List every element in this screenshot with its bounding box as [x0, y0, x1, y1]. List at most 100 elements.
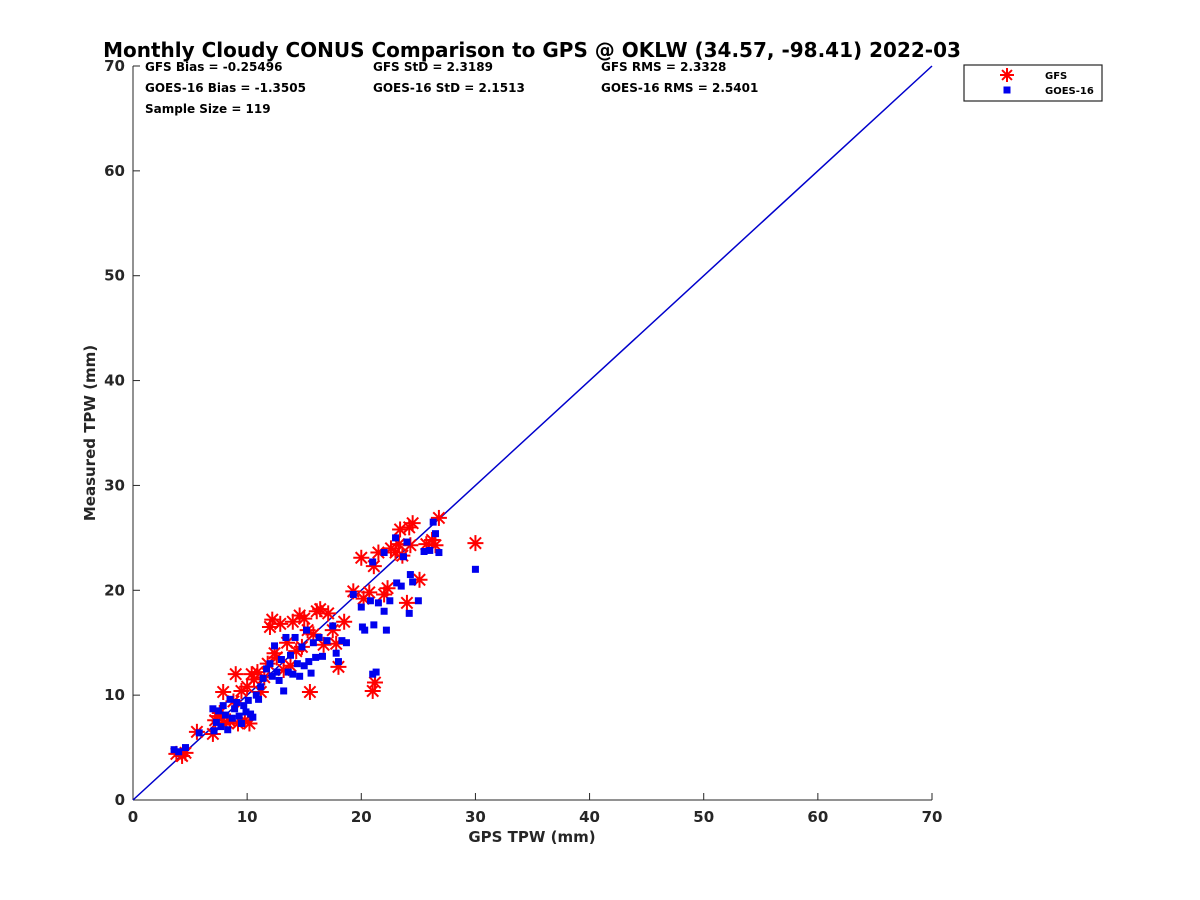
goes-point	[400, 553, 408, 561]
goes-point	[409, 578, 417, 586]
x-tick-label: 60	[807, 808, 828, 826]
goes-point	[307, 669, 315, 677]
goes-point	[420, 547, 428, 555]
gfs-point	[320, 605, 337, 622]
x-tick-label: 30	[465, 808, 486, 826]
goes-point	[406, 571, 414, 579]
goes-point	[175, 748, 183, 756]
goes-point	[219, 702, 227, 710]
stat-gfs-bias: GFS Bias = -0.25496	[145, 60, 282, 74]
plot-axes	[132, 66, 932, 801]
legend-goes-marker	[1003, 86, 1011, 94]
gfs-point	[272, 615, 289, 632]
goes-point	[212, 718, 220, 726]
goes-point	[170, 746, 178, 754]
y-tick-label: 30	[104, 476, 125, 494]
goes-point	[309, 639, 317, 647]
goes-point	[226, 695, 234, 703]
x-tick-label: 70	[922, 808, 943, 826]
goes-point	[435, 549, 443, 557]
gfs-point	[379, 580, 396, 597]
goes-point	[357, 603, 365, 611]
y-axis-label: Measured TPW (mm)	[81, 345, 99, 521]
goes-point	[323, 637, 331, 645]
stat-goes-rms: GOES-16 RMS = 2.5401	[601, 81, 758, 95]
goes-point	[275, 676, 283, 684]
goes-point	[302, 626, 310, 634]
goes-point	[361, 626, 369, 634]
legend-gfs-asterisk	[1000, 68, 1014, 82]
y-tick-label: 0	[115, 791, 125, 809]
y-tick-label: 70	[104, 57, 125, 75]
goes-point	[233, 698, 241, 706]
goes-point	[312, 653, 320, 661]
x-tick-label: 20	[351, 808, 372, 826]
y-tick-label: 50	[104, 267, 125, 285]
legend: GFS GOES-16	[963, 64, 1103, 102]
goes-point	[215, 707, 223, 715]
goes-point	[397, 582, 405, 590]
gfs-point	[467, 535, 484, 552]
goes-point	[273, 668, 281, 676]
stat-gfs-std: GFS StD = 2.3189	[373, 60, 493, 74]
gfs-point	[296, 610, 313, 627]
gfs-point	[291, 607, 308, 624]
goes-point	[380, 549, 388, 557]
stat-goes-bias: GOES-16 Bias = -1.3505	[145, 81, 306, 95]
goes-point	[293, 660, 301, 668]
goes-point	[280, 687, 288, 695]
gfs-point	[227, 666, 244, 683]
data-points	[168, 509, 484, 764]
stat-sample-size: Sample Size = 119	[145, 102, 271, 116]
goes-point	[209, 705, 217, 713]
goes-point	[291, 633, 299, 641]
stat-gfs-rms: GFS RMS = 2.3328	[601, 60, 726, 74]
stat-goes-std: GOES-16 StD = 2.1513	[373, 81, 525, 95]
legend-gfs-marker	[1000, 68, 1014, 82]
goes-point	[240, 702, 248, 710]
x-tick-label: 50	[693, 808, 714, 826]
goes-point	[305, 658, 313, 666]
goes-point	[259, 674, 267, 682]
x-tick-label: 0	[128, 808, 138, 826]
y-tick-label: 40	[104, 372, 125, 390]
goes-point	[231, 705, 239, 713]
goes-point	[414, 597, 422, 605]
gfs-point	[336, 613, 353, 630]
goes-point	[429, 518, 437, 526]
stats-annotations: GFS Bias = -0.25496 GFS StD = 2.3189 GFS…	[145, 60, 758, 116]
goes-point	[221, 711, 229, 719]
goes-point	[380, 607, 388, 615]
legend-gfs-label: GFS	[1045, 71, 1067, 82]
goes-point	[405, 609, 413, 617]
goes-point	[244, 696, 252, 704]
goes-point	[386, 597, 394, 605]
goes-point	[300, 662, 308, 670]
goes-point	[287, 651, 295, 659]
gfs-point	[398, 594, 415, 611]
goes-point	[315, 633, 323, 641]
goes-point	[370, 621, 378, 629]
goes-point	[349, 590, 357, 598]
goes-point	[392, 534, 400, 542]
goes-point	[298, 643, 306, 651]
gfs-point	[353, 549, 370, 566]
goes-point	[284, 668, 292, 676]
goes-point	[242, 708, 250, 716]
goes-point	[431, 530, 439, 538]
goes-point	[342, 639, 350, 647]
goes-point	[329, 622, 337, 630]
goes-point	[318, 652, 326, 660]
goes-point	[296, 672, 304, 680]
goes-point	[369, 558, 377, 566]
goes-point	[382, 626, 390, 634]
gfs-point	[430, 509, 447, 526]
gfs-point	[404, 515, 421, 532]
goes-point	[289, 670, 297, 678]
goes-point	[366, 597, 374, 605]
goes-point	[263, 665, 271, 673]
axis-ticks: 0 10 20 30 40 50 60 70 0 10 20 30 40 50 60 70	[104, 57, 942, 826]
y-tick-label: 20	[104, 581, 125, 599]
